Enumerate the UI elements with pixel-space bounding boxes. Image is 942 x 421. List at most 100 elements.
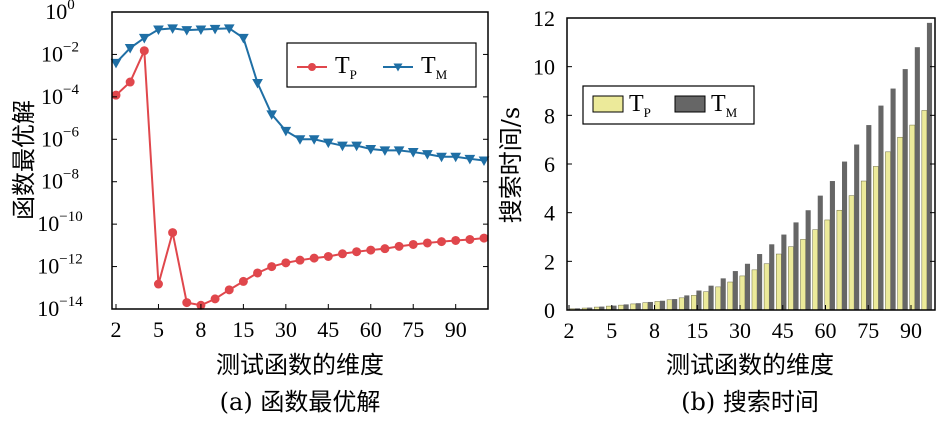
data-point-m: [167, 24, 178, 34]
optimal-solution-axes-frame: [111, 11, 489, 310]
data-point-p: [366, 245, 376, 255]
bar-m: [866, 125, 872, 310]
data-point-m: [464, 154, 476, 165]
y-tick-label: 2: [544, 249, 555, 274]
data-point-m: [379, 146, 391, 156]
data-point-p: [337, 249, 347, 259]
bar-m: [732, 271, 738, 310]
data-point-p: [465, 234, 475, 244]
bar-p: [897, 136, 903, 311]
x-tick-label: 30: [275, 317, 297, 342]
bar-m: [829, 181, 835, 310]
bar-p: [715, 286, 721, 311]
data-point-m: [322, 138, 334, 149]
data-point-m: [436, 152, 447, 163]
x-tick-label: 90: [445, 317, 467, 342]
data-point-p: [309, 253, 319, 263]
bar-p: [788, 246, 794, 311]
data-point-m: [138, 33, 150, 44]
y-tick-label: 10: [533, 55, 555, 80]
optimal-solution-caption: (a) 函数最优解: [220, 388, 381, 416]
bar-m: [902, 69, 908, 310]
bar-p: [630, 303, 636, 311]
y-tick-label: 8: [544, 103, 555, 128]
x-tick-label: 15: [232, 317, 254, 342]
x-tick-label: 75: [402, 317, 424, 342]
bar-p: [763, 263, 770, 311]
data-point-p: [394, 241, 404, 251]
data-point-p: [125, 77, 135, 87]
x-tick-label: 15: [686, 318, 708, 343]
bar-p: [860, 180, 867, 311]
optimal-solution-x-axis-label: 测试函数的维度: [216, 351, 384, 379]
bar-m: [720, 278, 726, 310]
bar-p: [751, 269, 758, 311]
data-point-m: [223, 24, 235, 34]
data-point-m: [153, 25, 164, 35]
data-point-m: [450, 152, 462, 163]
bar-m: [842, 161, 848, 310]
bar-p: [727, 281, 734, 311]
data-point-p: [267, 262, 277, 272]
bar-m: [817, 195, 823, 310]
optimal-solution-legend: TP TM: [286, 42, 477, 88]
data-point-p: [295, 255, 305, 265]
optimal-solution-legend-box: [286, 42, 477, 88]
data-point-m: [209, 24, 221, 35]
bar-m: [914, 47, 920, 310]
optimal-solution-x-ticks: 2 5 8 15 30 45 60 75 90: [111, 304, 467, 342]
bar-m: [599, 306, 605, 310]
bar-m: [635, 303, 641, 310]
x-tick-label: 8: [195, 317, 206, 342]
legend-swatch-tp: [592, 95, 624, 113]
data-point-m: [238, 33, 249, 44]
bar-m: [611, 305, 617, 310]
data-point-p: [182, 298, 192, 308]
bar-p: [812, 229, 818, 311]
y-tick-label: 6: [544, 152, 555, 177]
bar-p: [691, 295, 697, 311]
y-tick-label: 10−8: [41, 167, 79, 194]
bar-m: [744, 263, 751, 310]
optimal-solution-plot-area: [110, 24, 490, 310]
data-point-m: [393, 146, 405, 156]
data-point-p: [139, 46, 149, 56]
data-point-p: [153, 279, 163, 289]
data-point-p: [380, 244, 390, 254]
data-point-p: [408, 239, 418, 249]
x-tick-label: 2: [564, 318, 575, 343]
y-tick-label: 0: [544, 298, 555, 323]
bar-m: [708, 285, 714, 310]
legend-marker-tp: [308, 63, 316, 71]
search-time-y-ticks: 0 2 4 6 8 10 12: [533, 6, 935, 323]
x-tick-label: 90: [900, 318, 922, 343]
data-point-m: [110, 58, 122, 69]
y-tick-label: 4: [544, 201, 555, 226]
y-tick-label: 10−2: [41, 39, 79, 66]
data-point-p: [111, 90, 121, 100]
search-time-caption: (b) 搜索时间: [681, 388, 819, 416]
data-point-p: [422, 238, 432, 248]
y-tick-label: 100: [45, 0, 75, 24]
data-point-p: [224, 285, 234, 295]
bar-m: [647, 301, 653, 310]
search-time-plot-area: [569, 22, 933, 311]
bar-p: [909, 124, 916, 311]
y-tick-label: 10−4: [41, 82, 79, 109]
bar-p: [775, 253, 782, 311]
data-point-m: [422, 150, 433, 160]
x-tick-label: 45: [772, 318, 794, 343]
y-tick-label: 10−10: [37, 209, 82, 236]
data-point-p: [168, 228, 178, 238]
bar-m: [805, 210, 811, 310]
search-time-x-axis-label: 测试函数的维度: [666, 351, 834, 379]
data-point-m: [195, 25, 207, 35]
data-point-m: [478, 156, 490, 167]
data-point-m: [294, 135, 306, 145]
bar-m: [575, 308, 581, 310]
bar-m: [878, 105, 884, 310]
x-tick-label: 5: [153, 317, 164, 342]
bar-m: [769, 244, 775, 310]
